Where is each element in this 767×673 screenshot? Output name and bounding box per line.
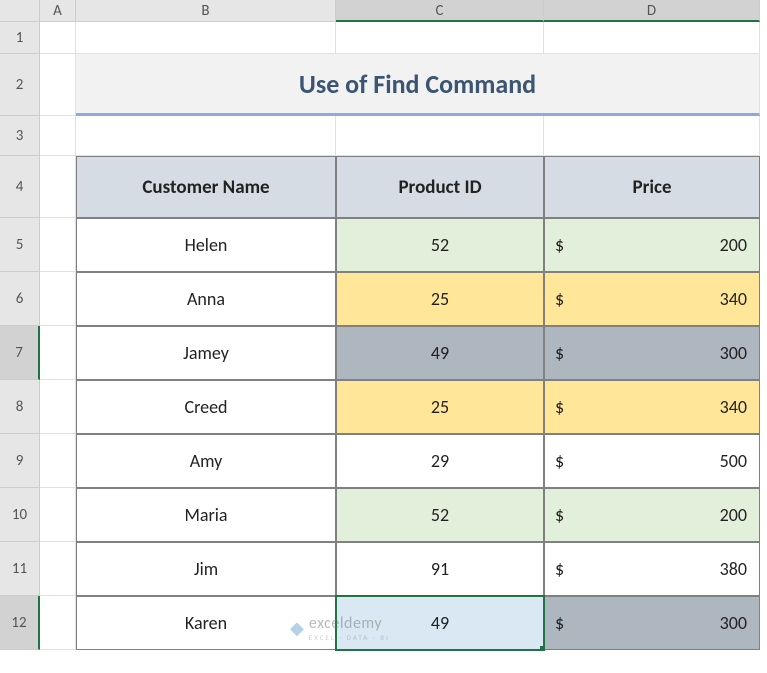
blank-cell[interactable] xyxy=(40,488,76,542)
blank-cell[interactable] xyxy=(76,116,336,156)
blank-cell[interactable] xyxy=(544,116,760,156)
price-value: 340 xyxy=(720,288,747,310)
price-value: 200 xyxy=(720,504,747,526)
price-cell[interactable]: $380 xyxy=(544,542,760,596)
col-header-A[interactable]: A xyxy=(40,0,76,22)
customer-name-cell[interactable]: Creed xyxy=(76,380,336,434)
blank-cell[interactable] xyxy=(40,380,76,434)
blank-cell[interactable] xyxy=(544,22,760,54)
currency-symbol: $ xyxy=(555,396,564,418)
customer-name-cell[interactable]: Maria xyxy=(76,488,336,542)
blank-cell[interactable] xyxy=(40,218,76,272)
currency-symbol: $ xyxy=(555,450,564,472)
currency-symbol: $ xyxy=(555,288,564,310)
blank-cell[interactable] xyxy=(40,596,76,650)
row-header-11[interactable]: 11 xyxy=(0,542,40,596)
customer-name-cell[interactable]: Anna xyxy=(76,272,336,326)
blank-cell[interactable] xyxy=(40,272,76,326)
currency-symbol: $ xyxy=(555,504,564,526)
price-value: 380 xyxy=(720,558,747,580)
cells-area: Use of Find Command Customer NameProduct … xyxy=(40,22,760,650)
row-header-8[interactable]: 8 xyxy=(0,380,40,434)
blank-cell[interactable] xyxy=(40,156,76,218)
product-id-cell[interactable]: 52 xyxy=(336,218,544,272)
price-cell[interactable]: $300 xyxy=(544,326,760,380)
header-price[interactable]: Price xyxy=(544,156,760,218)
page-title[interactable]: Use of Find Command xyxy=(76,54,760,116)
row-header-7[interactable]: 7 xyxy=(0,326,40,380)
product-id-cell[interactable]: 49 xyxy=(336,326,544,380)
column-headers: ABCD xyxy=(0,0,760,22)
blank-cell[interactable] xyxy=(40,116,76,156)
col-header-D[interactable]: D xyxy=(544,0,760,22)
row-header-5[interactable]: 5 xyxy=(0,218,40,272)
price-value: 300 xyxy=(720,612,747,634)
col-header-C[interactable]: C xyxy=(336,0,544,22)
currency-symbol: $ xyxy=(555,612,564,634)
row-header-2[interactable]: 2 xyxy=(0,54,40,116)
select-all-corner[interactable] xyxy=(0,0,40,22)
price-value: 200 xyxy=(720,234,747,256)
price-value: 500 xyxy=(720,450,747,472)
price-value: 300 xyxy=(720,342,747,364)
row-header-3[interactable]: 3 xyxy=(0,116,40,156)
header-customer-name[interactable]: Customer Name xyxy=(76,156,336,218)
blank-cell[interactable] xyxy=(40,54,76,116)
row-header-4[interactable]: 4 xyxy=(0,156,40,218)
blank-cell[interactable] xyxy=(40,542,76,596)
customer-name-cell[interactable]: Amy xyxy=(76,434,336,488)
customer-name-cell[interactable]: Jamey xyxy=(76,326,336,380)
header-product-id[interactable]: Product ID xyxy=(336,156,544,218)
currency-symbol: $ xyxy=(555,342,564,364)
row-header-6[interactable]: 6 xyxy=(0,272,40,326)
blank-cell[interactable] xyxy=(40,326,76,380)
blank-cell[interactable] xyxy=(40,434,76,488)
price-value: 340 xyxy=(720,396,747,418)
row-header-1[interactable]: 1 xyxy=(0,22,40,54)
price-cell[interactable]: $300 xyxy=(544,596,760,650)
price-cell[interactable]: $200 xyxy=(544,488,760,542)
col-header-B[interactable]: B xyxy=(76,0,336,22)
currency-symbol: $ xyxy=(555,234,564,256)
blank-cell[interactable] xyxy=(76,22,336,54)
blank-cell[interactable] xyxy=(336,116,544,156)
customer-name-cell[interactable]: Helen xyxy=(76,218,336,272)
customer-name-cell[interactable]: Jim xyxy=(76,542,336,596)
product-id-cell[interactable]: 52 xyxy=(336,488,544,542)
blank-cell[interactable] xyxy=(336,22,544,54)
product-id-cell[interactable]: 91 xyxy=(336,542,544,596)
price-cell[interactable]: $340 xyxy=(544,380,760,434)
product-id-cell[interactable]: 49 xyxy=(336,596,544,650)
customer-name-cell[interactable]: Karen xyxy=(76,596,336,650)
price-cell[interactable]: $340 xyxy=(544,272,760,326)
product-id-cell[interactable]: 25 xyxy=(336,272,544,326)
product-id-cell[interactable]: 29 xyxy=(336,434,544,488)
price-cell[interactable]: $200 xyxy=(544,218,760,272)
row-header-12[interactable]: 12 xyxy=(0,596,40,650)
row-headers: 123456789101112 xyxy=(0,22,40,650)
row-header-10[interactable]: 10 xyxy=(0,488,40,542)
product-id-cell[interactable]: 25 xyxy=(336,380,544,434)
row-header-9[interactable]: 9 xyxy=(0,434,40,488)
blank-cell[interactable] xyxy=(40,22,76,54)
price-cell[interactable]: $500 xyxy=(544,434,760,488)
currency-symbol: $ xyxy=(555,558,564,580)
